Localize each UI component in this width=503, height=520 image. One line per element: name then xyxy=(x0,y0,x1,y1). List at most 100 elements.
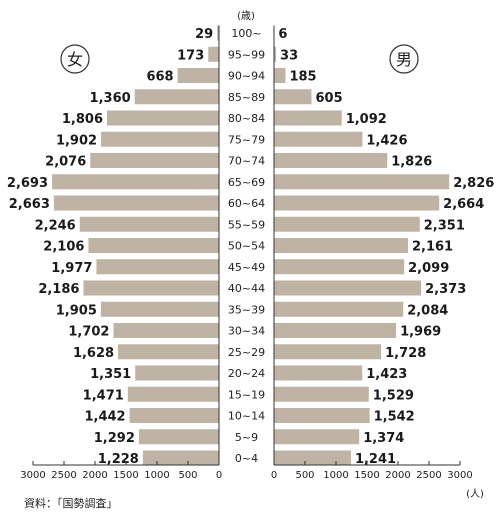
female-value-label: 1,471 xyxy=(83,388,124,403)
age-group-label: 35~39 xyxy=(228,303,265,316)
male-bar xyxy=(274,408,370,423)
female-bar xyxy=(135,365,219,381)
female-bar xyxy=(107,110,219,126)
male-value-label: 6 xyxy=(278,27,287,42)
male-bar xyxy=(274,89,312,105)
male-bar xyxy=(274,68,286,83)
female-bars xyxy=(52,25,220,466)
age-group-label: 25~29 xyxy=(228,346,265,359)
female-value-label: 2,106 xyxy=(43,240,84,255)
female-value-label: 1,360 xyxy=(90,91,131,106)
female-bar xyxy=(129,408,219,423)
age-group-label: 65~69 xyxy=(228,176,265,189)
female-bar xyxy=(96,259,219,275)
age-group-label: 15~19 xyxy=(228,388,265,401)
male-bar xyxy=(274,131,363,147)
male-x-tick-label: 1500 xyxy=(354,470,379,481)
female-bar xyxy=(208,46,219,62)
male-bar xyxy=(274,344,382,360)
female-bar xyxy=(217,25,219,41)
age-group-label: 0~4 xyxy=(235,452,258,465)
male-bar xyxy=(274,110,342,126)
male-bar xyxy=(274,238,408,253)
male-value-label: 1,969 xyxy=(400,325,441,340)
female-value-label: 1,292 xyxy=(94,431,135,446)
male-value-label: 1,426 xyxy=(366,133,407,148)
female-bar xyxy=(177,68,219,83)
age-group-labels: 100~ 95~99 90~94 85~89 80~84 75~79 70~74 65~69 6… xyxy=(228,27,265,465)
female-x-tick-label: 1500 xyxy=(113,470,138,481)
male-bar xyxy=(274,386,369,402)
age-group-label: 45~49 xyxy=(228,261,265,274)
female-bar xyxy=(100,301,219,317)
female-value-label: 1,702 xyxy=(68,325,109,340)
female-bar xyxy=(53,195,220,211)
age-group-label: 20~24 xyxy=(228,367,265,380)
female-value-label: 2,076 xyxy=(45,155,86,170)
male-x-tick-label: 500 xyxy=(295,470,314,481)
age-group-label: 70~74 xyxy=(228,155,265,168)
female-bar xyxy=(138,429,219,445)
age-group-label: 10~14 xyxy=(228,410,265,423)
female-value-label: 29 xyxy=(195,27,213,42)
male-value-label: 1,826 xyxy=(391,155,432,170)
male-bar xyxy=(274,280,422,296)
age-axis-header: (歳) xyxy=(237,10,255,22)
male-bar xyxy=(274,46,277,62)
female-bar xyxy=(118,344,219,360)
age-group-label: 30~34 xyxy=(228,325,265,338)
female-value-label: 1,628 xyxy=(73,346,114,361)
age-group-label: 50~54 xyxy=(228,240,265,253)
female-value-label: 2,663 xyxy=(9,197,50,212)
male-value-label: 605 xyxy=(316,91,343,106)
female-value-label: 173 xyxy=(177,48,204,63)
female-x-tick-label: 2500 xyxy=(51,470,76,481)
female-value-label: 1,442 xyxy=(84,410,125,425)
male-x-tick-label: 3000 xyxy=(447,470,472,481)
age-group-label: 85~89 xyxy=(228,91,265,104)
male-bar xyxy=(274,301,404,317)
female-x-tick-label: 1000 xyxy=(144,470,169,481)
axes: 3000 2500 2000 1500 1000 500 0 0 500 1000 1500 2000… xyxy=(20,25,473,481)
female-bar xyxy=(127,386,219,402)
male-value-label: 2,084 xyxy=(407,303,448,318)
male-x-tick-label: 2000 xyxy=(385,470,410,481)
age-group-label: 100~ xyxy=(231,27,261,40)
male-bar xyxy=(274,259,405,275)
male-bar xyxy=(274,153,388,168)
female-value-label: 1,905 xyxy=(56,303,97,318)
female-value-label: 2,693 xyxy=(7,176,48,191)
female-marker: 女 xyxy=(60,44,90,74)
female-bar xyxy=(113,323,219,338)
male-x-tick-label: 0 xyxy=(271,470,277,481)
male-value-label: 33 xyxy=(280,48,298,63)
male-value-label: 2,664 xyxy=(443,197,484,212)
female-value-labels: 29 173 668 1,360 1,806 1,902 2,076 2,693 2,663 2,… xyxy=(7,27,213,467)
male-value-label: 1,529 xyxy=(373,388,414,403)
male-value-label: 1,241 xyxy=(355,452,396,467)
female-value-label: 1,806 xyxy=(62,112,103,127)
female-value-label: 2,186 xyxy=(38,282,79,297)
age-group-label: 60~64 xyxy=(228,197,265,210)
female-value-label: 1,977 xyxy=(51,261,92,276)
male-marker: 男 xyxy=(389,44,419,74)
male-series-label: 男 xyxy=(396,50,412,69)
female-bar xyxy=(88,238,219,253)
female-bar xyxy=(134,89,219,105)
male-bar xyxy=(274,195,440,211)
male-x-tick-label: 2500 xyxy=(416,470,441,481)
x-axis-unit-label: (人) xyxy=(466,488,484,500)
male-value-label: 2,099 xyxy=(408,261,449,276)
male-value-label: 1,092 xyxy=(346,112,387,127)
female-series-label: 女 xyxy=(67,50,83,69)
male-value-label: 185 xyxy=(289,70,316,85)
male-value-label: 1,728 xyxy=(385,346,426,361)
male-value-label: 2,826 xyxy=(453,176,494,191)
male-bar xyxy=(274,174,450,190)
male-bars xyxy=(274,25,450,466)
male-value-label: 1,374 xyxy=(363,431,404,446)
age-group-label: 80~84 xyxy=(228,112,265,125)
male-value-label: 2,161 xyxy=(412,240,453,255)
age-group-label: 55~59 xyxy=(228,218,265,231)
